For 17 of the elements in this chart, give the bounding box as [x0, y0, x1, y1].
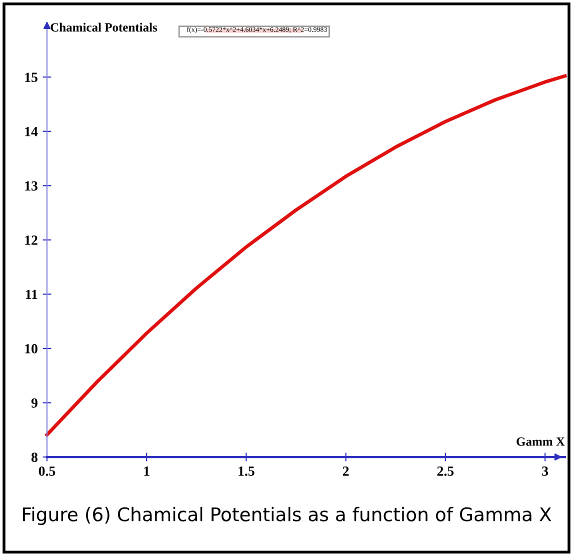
y-tick-label: 12 — [25, 236, 38, 245]
y-tick-label: 15 — [25, 72, 38, 82]
x-tick-label: 0.5 — [38, 466, 56, 476]
y-tick-label: 13 — [25, 181, 38, 191]
y-axis-title: Chamical Potentials — [50, 22, 158, 32]
y-tick-label: 11 — [26, 290, 38, 300]
y-tick-label: 10 — [25, 344, 38, 354]
x-axis-title: Gamm X — [516, 437, 565, 446]
y-tick-label: 8 — [31, 452, 38, 462]
text: Figure (6) Chamical Potentials as a function of Gamma X — [23, 506, 552, 526]
x-tick-label: 2.5 — [437, 466, 454, 476]
x-tick-label: 1.5 — [238, 466, 254, 476]
y-tick-label: 14 — [25, 127, 38, 136]
x-tick-label: 1 — [144, 466, 150, 476]
x-tick-label: 3 — [542, 466, 548, 476]
x-tick-label: 2 — [342, 466, 349, 476]
y-tick-label: 9 — [31, 398, 38, 408]
